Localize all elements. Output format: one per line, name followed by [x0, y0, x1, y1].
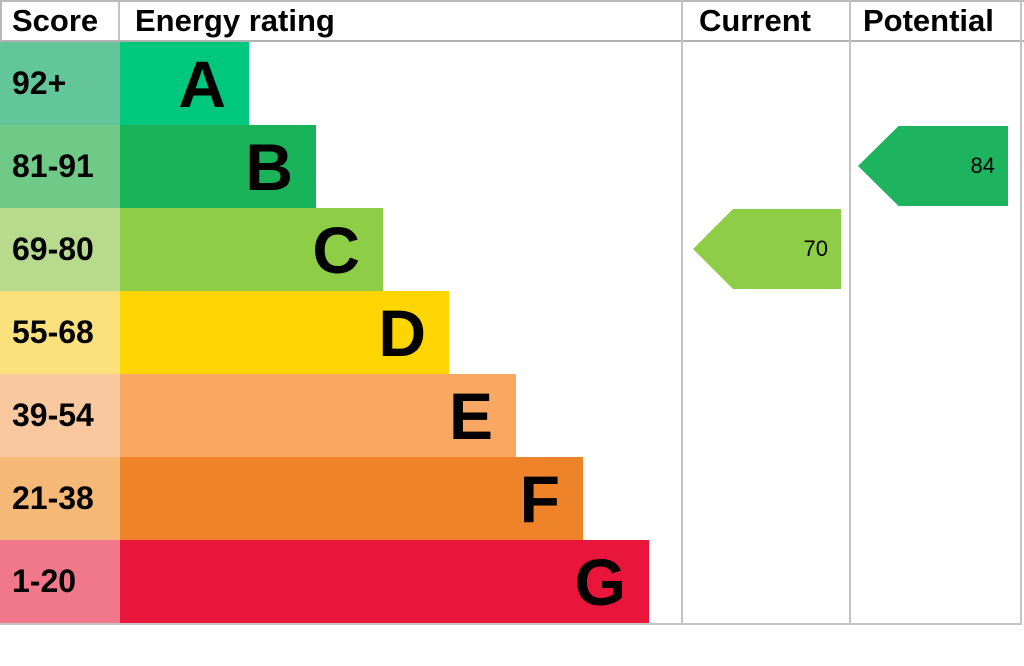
band-bar: F	[120, 457, 583, 540]
column-divider-current	[681, 0, 683, 625]
band-bar: E	[120, 374, 516, 457]
band-score-cell: 1-20	[0, 540, 120, 623]
band-row-b: 81-91 B	[0, 125, 649, 208]
band-score-cell: 21-38	[0, 457, 120, 540]
band-letter: E	[448, 378, 493, 453]
potential-rating-value: 84	[970, 153, 995, 178]
header-energy-rating: Energy rating	[135, 3, 335, 38]
header-score: Score	[2, 2, 120, 40]
current-rating-value: 70	[803, 236, 828, 261]
band-score-cell: 39-54	[0, 374, 120, 457]
current-rating-arrow: 70	[693, 209, 841, 289]
band-row-e: 39-54 E	[0, 374, 649, 457]
band-row-c: 69-80 C	[0, 208, 649, 291]
band-bar: G	[120, 540, 649, 623]
band-letter: D	[378, 295, 426, 370]
band-score-cell: 69-80	[0, 208, 120, 291]
chart-header: Score Energy rating Current Potential	[0, 0, 1024, 42]
band-score-cell: 55-68	[0, 291, 120, 374]
potential-rating-arrow: 84	[858, 126, 1008, 206]
band-row-d: 55-68 D	[0, 291, 649, 374]
band-row-a: 92+ A	[0, 42, 649, 125]
column-divider-right-edge	[1020, 0, 1022, 625]
band-row-g: 1-20 G	[0, 540, 649, 623]
band-letter: G	[574, 544, 626, 619]
column-divider-potential	[849, 0, 851, 625]
band-letter: B	[245, 129, 293, 204]
band-bar: A	[120, 42, 249, 125]
band-bar: C	[120, 208, 383, 291]
header-current: Current	[699, 3, 811, 38]
chart-bottom-border	[0, 623, 1022, 625]
band-letter: A	[178, 46, 226, 121]
band-rows: 92+ A 81-91 B 69-80 C 55-68 D 39-54	[0, 42, 649, 623]
band-letter: F	[519, 461, 560, 536]
band-bar: B	[120, 125, 316, 208]
band-row-f: 21-38 F	[0, 457, 649, 540]
band-bar: D	[120, 291, 449, 374]
band-letter: C	[312, 212, 360, 287]
band-score-cell: 81-91	[0, 125, 120, 208]
header-potential: Potential	[863, 3, 994, 38]
band-score-cell: 92+	[0, 42, 120, 125]
